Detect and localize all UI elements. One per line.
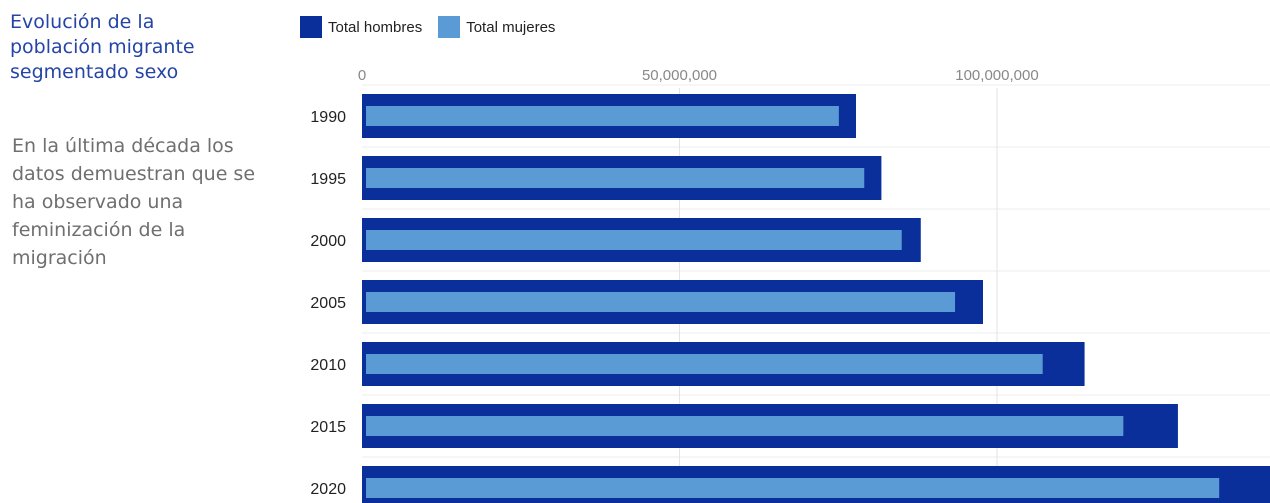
x-tick-label: 100,000,000 bbox=[955, 67, 1038, 84]
bar-mujeres bbox=[366, 292, 956, 312]
side-panel: Evolución de la población migrante segme… bbox=[0, 0, 270, 503]
chart-legend: Total hombres Total mujeres bbox=[300, 14, 571, 40]
legend-swatch-hombres bbox=[300, 16, 322, 38]
bar-mujeres bbox=[366, 106, 839, 126]
category-label: 2015 bbox=[310, 419, 346, 436]
category-label: 2020 bbox=[310, 481, 346, 498]
bar-mujeres bbox=[366, 478, 1220, 498]
legend-item-mujeres: Total mujeres bbox=[438, 16, 555, 38]
x-tick-label: 50,000,000 bbox=[642, 67, 717, 84]
category-label: 2010 bbox=[310, 357, 346, 374]
category-label: 2000 bbox=[310, 233, 346, 250]
category-label: 1995 bbox=[310, 171, 346, 188]
legend-label-mujeres: Total mujeres bbox=[466, 18, 556, 36]
bar-mujeres bbox=[366, 230, 902, 250]
bar-mujeres bbox=[366, 416, 1124, 436]
x-tick-label: 0 bbox=[358, 67, 366, 84]
category-label: 2005 bbox=[310, 295, 346, 312]
legend-label-hombres: Total hombres bbox=[328, 18, 423, 36]
legend-swatch-mujeres bbox=[438, 16, 461, 38]
category-label: 1990 bbox=[310, 109, 346, 126]
bar-mujeres bbox=[366, 354, 1043, 374]
bar-mujeres bbox=[366, 168, 865, 188]
legend-item-hombres: Total hombres bbox=[300, 16, 422, 38]
side-title: Evolución de la población migrante segme… bbox=[10, 11, 195, 83]
side-description: En la última década los datos demuestran… bbox=[12, 135, 256, 269]
